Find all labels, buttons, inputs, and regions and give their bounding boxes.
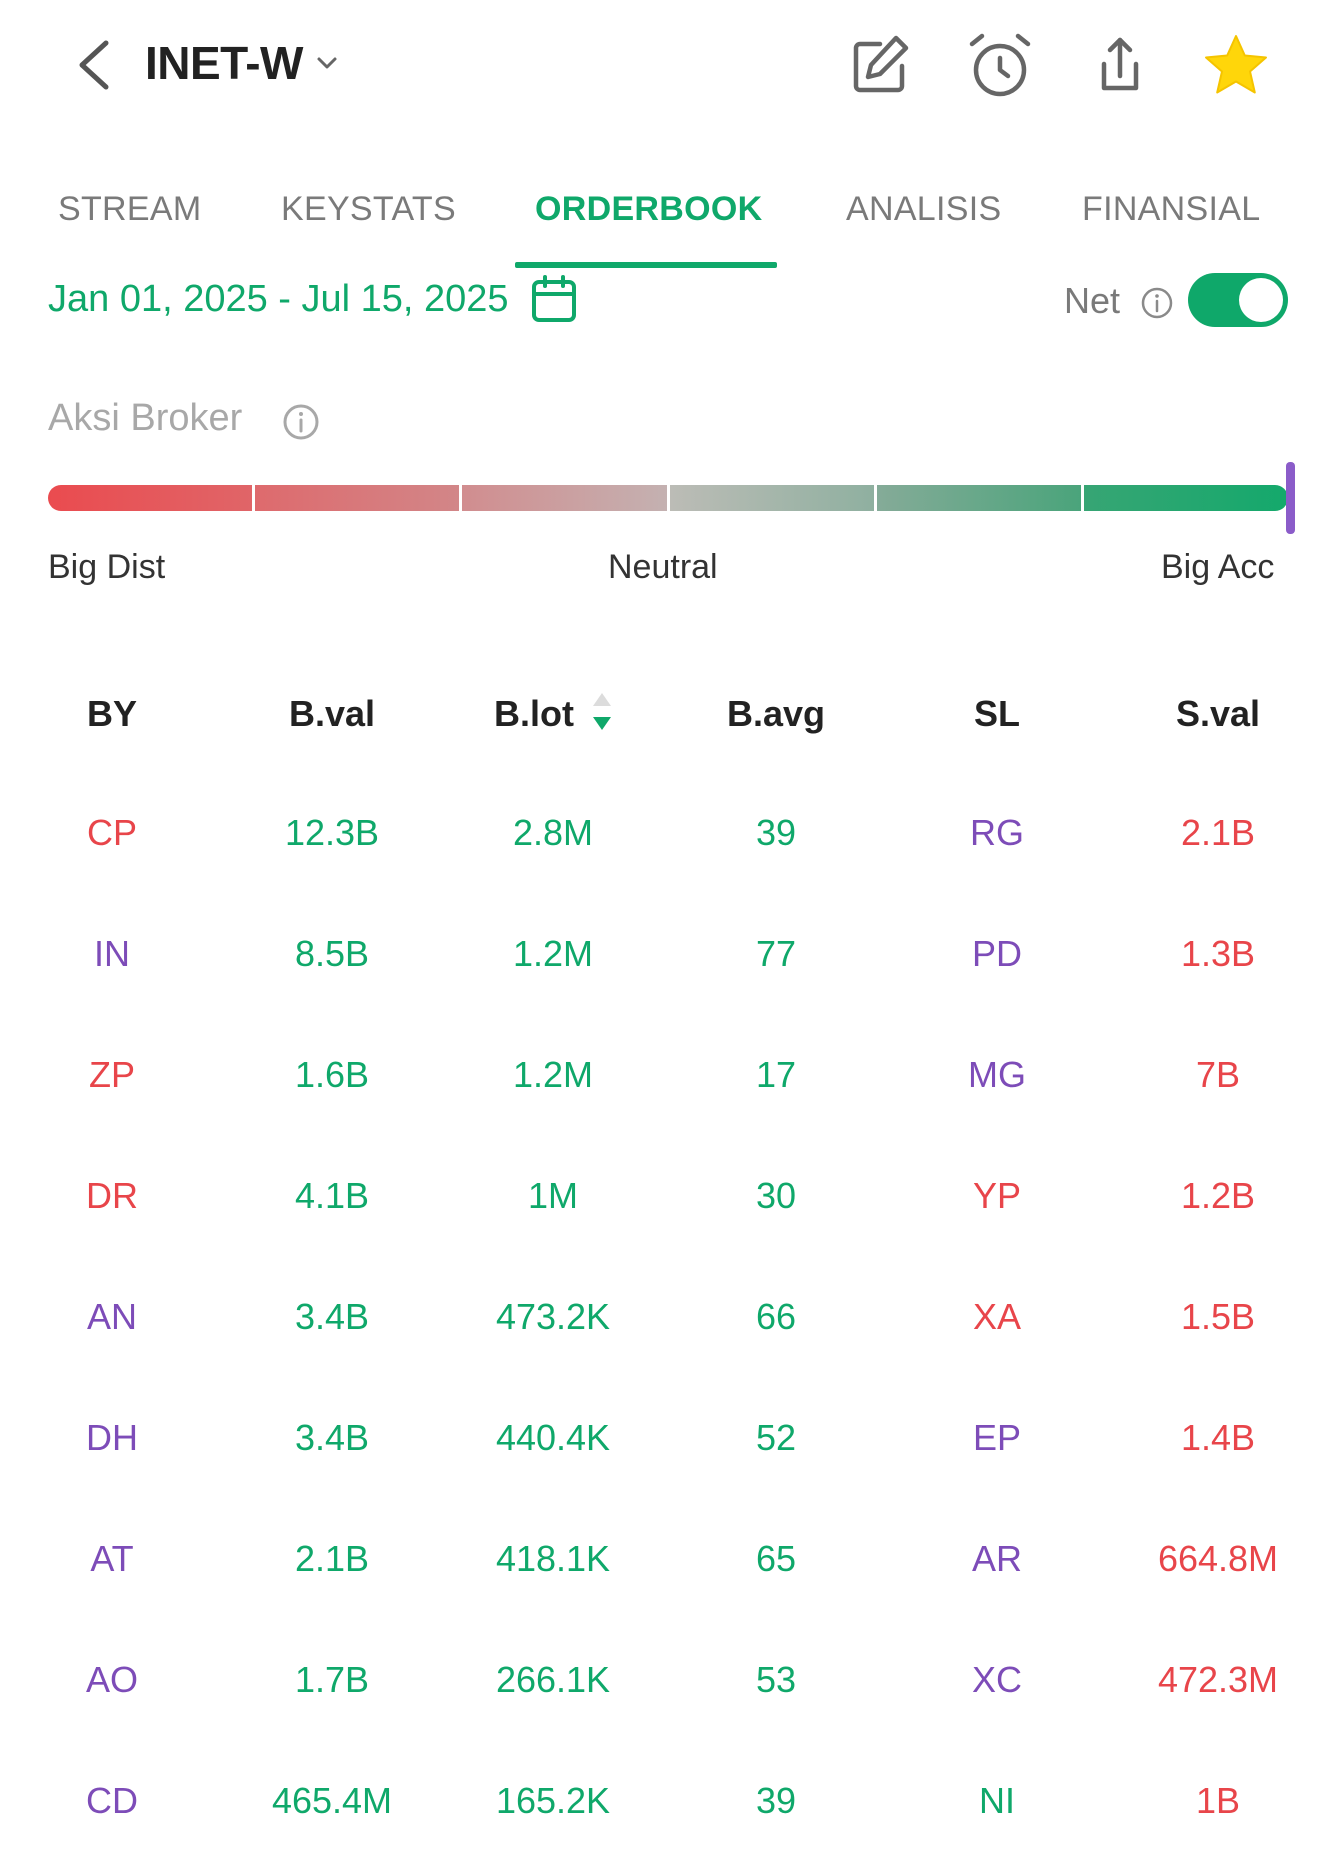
back-arrow-icon[interactable] bbox=[70, 35, 120, 95]
meter-segment bbox=[669, 485, 877, 511]
chevron-down-icon[interactable] bbox=[312, 48, 342, 78]
cell-buy-value: 12.3B bbox=[284, 812, 380, 853]
tab-bar: STREAM KEYSTATS ORDERBOOK ANALISIS FINAN… bbox=[0, 170, 1320, 270]
meter-segment bbox=[1083, 485, 1288, 511]
meter-label-right: Big Acc bbox=[1161, 548, 1275, 586]
column-header-by[interactable]: BY bbox=[86, 693, 137, 734]
edit-icon[interactable] bbox=[844, 30, 916, 102]
cell-buy-avg: 52 bbox=[755, 1417, 797, 1458]
cell-buyer[interactable]: AT bbox=[90, 1538, 134, 1579]
info-icon[interactable] bbox=[282, 403, 320, 441]
cell-seller[interactable]: NI bbox=[979, 1780, 1015, 1821]
cell-seller[interactable]: YP bbox=[972, 1175, 1022, 1216]
tab-stream[interactable]: STREAM bbox=[58, 190, 202, 228]
active-tab-indicator bbox=[515, 262, 777, 268]
cell-buy-lot: 418.1K bbox=[495, 1538, 611, 1579]
net-label: Net bbox=[1064, 280, 1121, 321]
cell-sell-value: 1B bbox=[1195, 1780, 1241, 1821]
cell-seller[interactable]: XC bbox=[971, 1659, 1022, 1700]
cell-seller[interactable]: XA bbox=[972, 1296, 1022, 1337]
meter-label-left: Big Dist bbox=[48, 548, 166, 586]
cell-sell-value: 1.4B bbox=[1180, 1417, 1256, 1458]
net-toggle[interactable] bbox=[1188, 273, 1288, 327]
tab-keystats[interactable]: KEYSTATS bbox=[281, 190, 456, 228]
alarm-icon[interactable] bbox=[964, 30, 1036, 102]
meter-position-marker bbox=[1286, 462, 1295, 534]
cell-sell-value: 2.1B bbox=[1180, 812, 1256, 853]
cell-buyer[interactable]: CD bbox=[86, 1780, 138, 1821]
cell-buy-avg: 39 bbox=[755, 812, 797, 853]
cell-buy-avg: 77 bbox=[755, 933, 797, 974]
cell-sell-value: 1.5B bbox=[1180, 1296, 1256, 1337]
cell-buy-value: 1.7B bbox=[294, 1659, 370, 1700]
cell-buy-value: 465.4M bbox=[271, 1780, 393, 1821]
column-header-blot[interactable]: B.lot bbox=[494, 693, 574, 734]
cell-buy-lot: 1M bbox=[527, 1175, 578, 1216]
cell-buy-value: 8.5B bbox=[294, 933, 370, 974]
broker-action-meter bbox=[48, 485, 1288, 511]
cell-seller[interactable]: RG bbox=[970, 812, 1024, 853]
top-bar: INET-W bbox=[0, 0, 1320, 130]
column-header-bval[interactable]: B.val bbox=[288, 693, 376, 734]
filter-row: Jan 01, 2025 - Jul 15, 2025 Net bbox=[0, 270, 1320, 330]
cell-buy-avg: 17 bbox=[755, 1054, 797, 1095]
cell-buy-value: 1.6B bbox=[294, 1054, 370, 1095]
column-header-sl[interactable]: SL bbox=[973, 693, 1020, 734]
toggle-knob bbox=[1239, 278, 1283, 322]
column-header-bavg[interactable]: B.avg bbox=[726, 693, 826, 734]
cell-buyer[interactable]: DR bbox=[86, 1175, 138, 1216]
cell-sell-value: 664.8M bbox=[1157, 1538, 1279, 1579]
cell-buy-value: 3.4B bbox=[294, 1296, 370, 1337]
cell-buy-avg: 53 bbox=[755, 1659, 797, 1700]
info-icon[interactable] bbox=[1140, 286, 1174, 320]
meter-segment bbox=[255, 485, 463, 511]
cell-sell-value: 1.2B bbox=[1180, 1175, 1256, 1216]
star-icon[interactable] bbox=[1200, 30, 1272, 102]
cell-buyer[interactable]: AO bbox=[85, 1659, 138, 1700]
cell-buy-lot: 266.1K bbox=[495, 1659, 611, 1700]
cell-buy-lot: 165.2K bbox=[495, 1780, 611, 1821]
cell-sell-value: 7B bbox=[1195, 1054, 1241, 1095]
cell-buy-avg: 66 bbox=[755, 1296, 797, 1337]
cell-buy-avg: 30 bbox=[755, 1175, 797, 1216]
aksi-broker-label: Aksi Broker bbox=[48, 397, 243, 439]
meter-segment bbox=[462, 485, 670, 511]
cell-buy-lot: 2.8M bbox=[512, 812, 594, 853]
cell-seller[interactable]: AR bbox=[971, 1538, 1022, 1579]
cell-buy-avg: 65 bbox=[755, 1538, 797, 1579]
cell-buy-value: 4.1B bbox=[294, 1175, 370, 1216]
meter-segment bbox=[876, 485, 1084, 511]
cell-sell-value: 472.3M bbox=[1157, 1659, 1279, 1700]
cell-sell-value: 1.3B bbox=[1180, 933, 1256, 974]
tab-analisis[interactable]: ANALISIS bbox=[846, 190, 1002, 228]
cell-seller[interactable]: MG bbox=[968, 1054, 1026, 1095]
cell-buyer[interactable]: DH bbox=[86, 1417, 138, 1458]
cell-buy-avg: 39 bbox=[755, 1780, 797, 1821]
cell-buy-lot: 1.2M bbox=[512, 1054, 594, 1095]
cell-buy-lot: 1.2M bbox=[512, 933, 594, 974]
cell-buy-lot: 440.4K bbox=[495, 1417, 611, 1458]
column-header-sval[interactable]: S.val bbox=[1175, 693, 1261, 734]
cell-seller[interactable]: PD bbox=[971, 933, 1022, 974]
cell-seller[interactable]: EP bbox=[972, 1417, 1022, 1458]
tab-orderbook[interactable]: ORDERBOOK bbox=[535, 190, 763, 228]
stock-title[interactable]: INET-W bbox=[145, 37, 303, 89]
sort-desc-icon[interactable] bbox=[588, 690, 616, 736]
calendar-icon[interactable] bbox=[530, 274, 578, 324]
cell-buyer[interactable]: CP bbox=[86, 812, 137, 853]
cell-buy-value: 2.1B bbox=[294, 1538, 370, 1579]
meter-segment bbox=[48, 485, 256, 511]
date-range[interactable]: Jan 01, 2025 - Jul 15, 2025 bbox=[48, 278, 509, 320]
cell-buyer[interactable]: IN bbox=[94, 933, 130, 974]
cell-buyer[interactable]: ZP bbox=[88, 1054, 135, 1095]
cell-buy-lot: 473.2K bbox=[495, 1296, 611, 1337]
meter-label-center: Neutral bbox=[608, 548, 718, 586]
cell-buy-value: 3.4B bbox=[294, 1417, 370, 1458]
cell-buyer[interactable]: AN bbox=[86, 1296, 137, 1337]
share-icon[interactable] bbox=[1084, 30, 1156, 102]
tab-finansial[interactable]: FINANSIAL bbox=[1082, 190, 1261, 228]
